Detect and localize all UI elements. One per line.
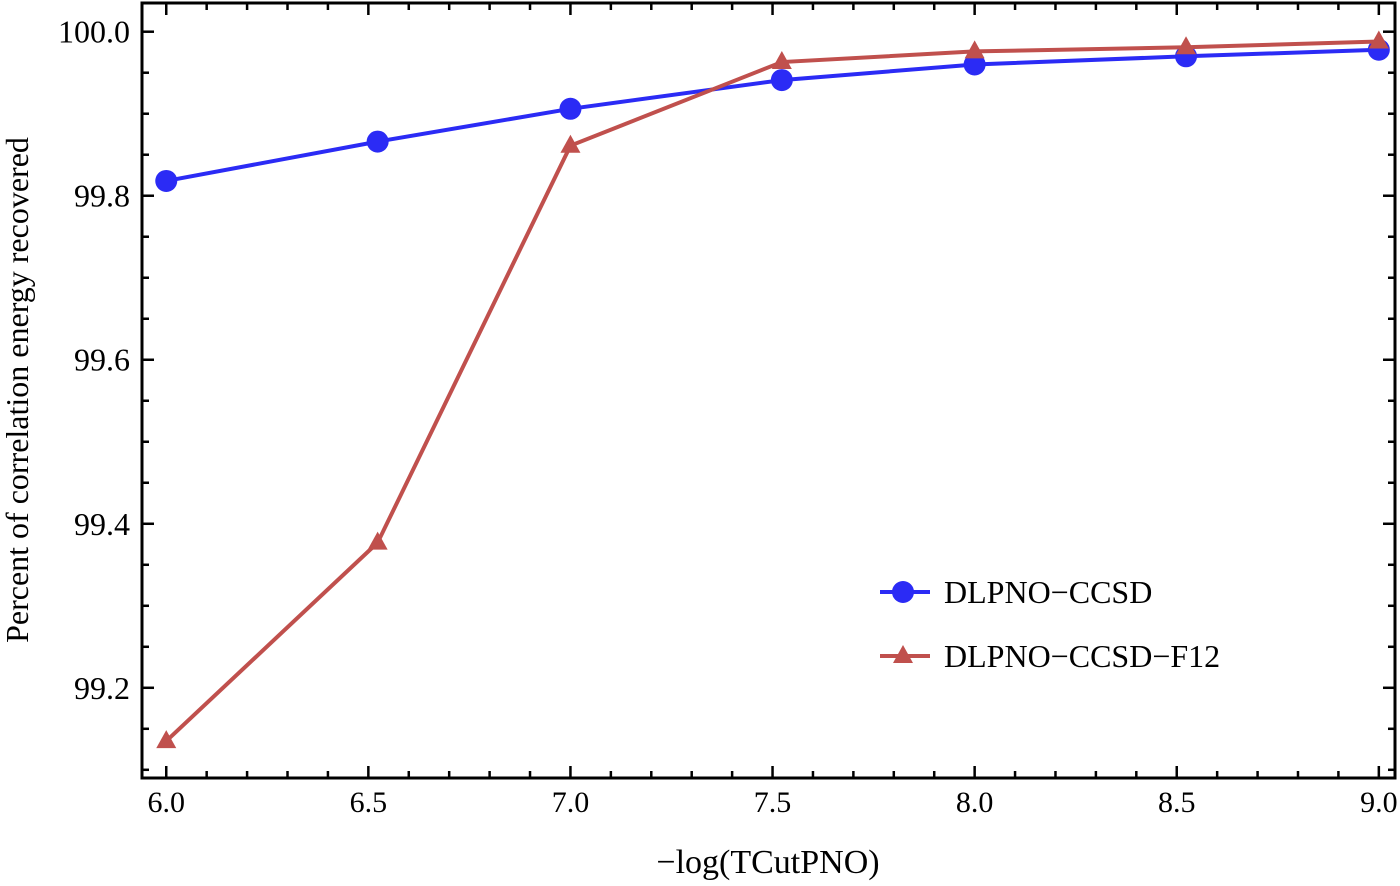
x-tick-label: 6.0	[148, 786, 186, 819]
legend-marker	[893, 645, 913, 663]
x-tick-label: 6.5	[350, 786, 388, 819]
x-tick-label: 9.0	[1360, 786, 1398, 819]
series-2	[156, 30, 1389, 749]
legend-entry: DLPNO−CCSD	[880, 574, 1152, 610]
data-point	[560, 134, 581, 153]
legend-entry: DLPNO−CCSD−F12	[880, 638, 1220, 674]
data-point	[156, 730, 177, 749]
series-line	[165, 47, 1379, 183]
legend-marker	[892, 581, 914, 603]
y-tick-label: 100.0	[58, 14, 130, 50]
axes: 6.0 6.5 7.0 7.5 8.0 8.5 9.0 99.2 99.4 99.6 99.8 100…	[58, 1, 1398, 819]
legend-label: DLPNO−CCSD	[944, 574, 1152, 610]
x-tick-label: 8.5	[1158, 786, 1196, 819]
legend: DLPNO−CCSD DLPNO−CCSD−F12	[880, 574, 1220, 674]
series-1	[155, 38, 1390, 192]
data-point	[367, 531, 388, 550]
data-point	[1368, 30, 1389, 49]
data-point	[366, 130, 389, 153]
data-point	[964, 40, 985, 59]
plot-frame	[140, 1, 1397, 780]
series-layer	[155, 30, 1390, 749]
x-tick-label: 7.5	[754, 786, 792, 819]
y-tick-label: 99.6	[74, 342, 130, 378]
data-point	[559, 97, 582, 120]
x-tick-label: 7.0	[552, 786, 590, 819]
y-tick-label: 99.8	[74, 178, 130, 214]
data-point	[770, 69, 793, 92]
legend-label: DLPNO−CCSD−F12	[944, 638, 1220, 674]
x-axis-label: −log(TCutPNO)	[656, 844, 879, 881]
data-point	[771, 51, 792, 70]
y-axis-label: Percent of correlation energy recovered	[0, 137, 35, 643]
x-tick-label: 8.0	[956, 786, 994, 819]
y-tick-label: 99.2	[74, 670, 130, 706]
y-tick-label: 99.4	[74, 506, 130, 542]
data-point	[1176, 36, 1197, 55]
data-point	[963, 53, 986, 76]
data-point	[155, 169, 178, 192]
